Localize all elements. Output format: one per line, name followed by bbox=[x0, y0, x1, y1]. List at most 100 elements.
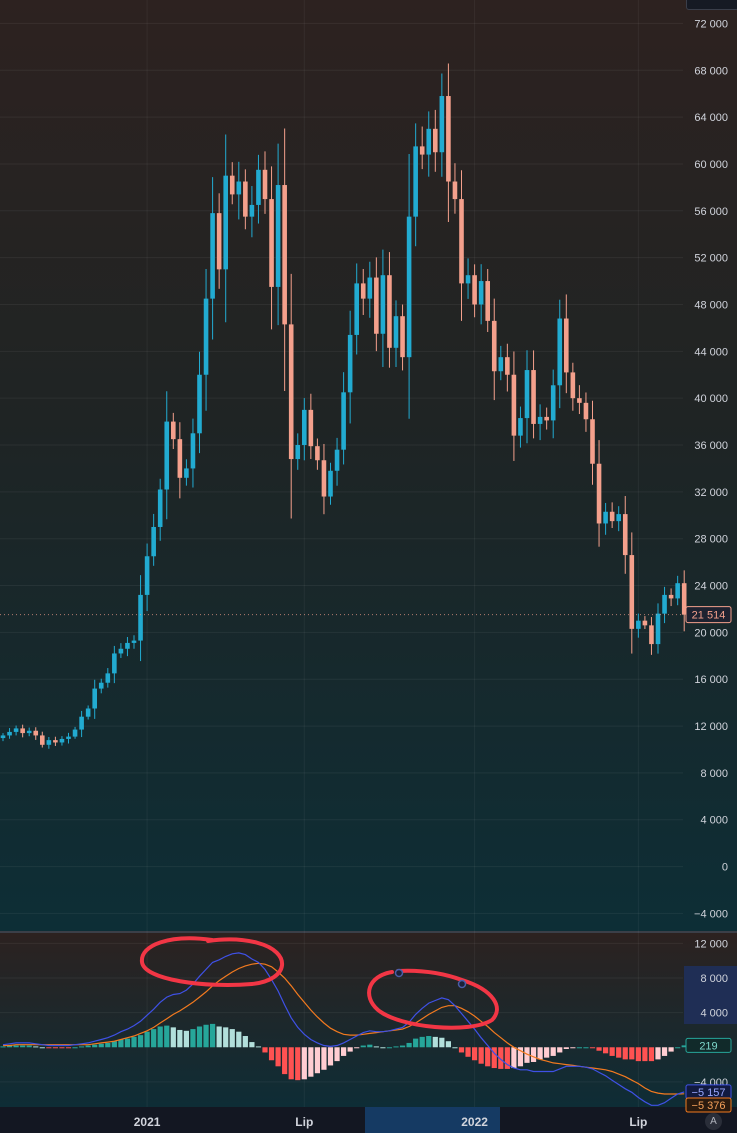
candle-body bbox=[465, 275, 471, 284]
y-tick-label: 8 000 bbox=[700, 768, 728, 780]
candle-body bbox=[216, 213, 222, 270]
histogram-bar bbox=[432, 1036, 438, 1048]
y-tick-label: 60 000 bbox=[694, 159, 728, 171]
candle-body bbox=[138, 594, 143, 641]
signal-value-label: −5 376 bbox=[692, 1100, 726, 1112]
candle-body bbox=[564, 318, 569, 373]
y-tick-label: 40 000 bbox=[694, 393, 728, 405]
candle-body bbox=[550, 385, 556, 421]
candle-body bbox=[92, 688, 97, 709]
last-price-badge bbox=[685, 606, 732, 624]
histogram-bar bbox=[33, 1046, 39, 1048]
histogram-bar bbox=[124, 1038, 131, 1048]
macd-histogram bbox=[0, 1023, 687, 1081]
y-tick-label: 16 000 bbox=[694, 674, 728, 686]
y-tick-label: 44 000 bbox=[694, 346, 728, 358]
last-price-label: 21 514 bbox=[692, 610, 726, 622]
candle-body bbox=[662, 594, 667, 614]
signal-line bbox=[3, 962, 685, 1095]
pane-separator[interactable] bbox=[0, 931, 737, 933]
histogram-value-label-badge bbox=[685, 1037, 732, 1053]
candle-body bbox=[308, 409, 314, 447]
y-tick-label: 4 000 bbox=[700, 815, 728, 827]
histogram-bar bbox=[511, 1047, 517, 1069]
y-tick-label: 12 000 bbox=[694, 721, 728, 733]
histogram-bar bbox=[196, 1026, 203, 1048]
histogram-bar bbox=[223, 1027, 229, 1048]
candle-body bbox=[328, 470, 333, 497]
histogram-bar bbox=[393, 1046, 399, 1048]
histogram-bar bbox=[485, 1047, 491, 1067]
histogram-bar bbox=[583, 1047, 589, 1049]
candle-body bbox=[603, 511, 608, 524]
histogram-bar bbox=[426, 1036, 432, 1048]
histogram-bar bbox=[668, 1047, 674, 1052]
histogram-bar bbox=[465, 1047, 471, 1057]
annotation-ellipse-2021[interactable] bbox=[139, 936, 285, 988]
candle-body bbox=[616, 514, 621, 522]
annotation-handle-left[interactable] bbox=[394, 968, 404, 978]
histogram-bar bbox=[275, 1047, 281, 1067]
histogram-bar bbox=[327, 1047, 334, 1066]
candle-body bbox=[491, 320, 497, 372]
candle-body bbox=[171, 421, 176, 440]
histogram-bar bbox=[92, 1044, 98, 1048]
histogram-bar bbox=[79, 1046, 85, 1048]
histogram-bar bbox=[655, 1047, 661, 1060]
histogram-bar bbox=[203, 1024, 209, 1048]
histogram-bar bbox=[603, 1047, 609, 1054]
annotation-ellipse-2022[interactable] bbox=[367, 968, 499, 1030]
auto-scale-button[interactable]: A bbox=[705, 1113, 722, 1130]
histogram-bar bbox=[537, 1047, 543, 1060]
candle-body bbox=[668, 594, 674, 599]
histogram-bar bbox=[557, 1047, 563, 1053]
candle-body bbox=[374, 277, 379, 334]
histogram-bar bbox=[609, 1047, 615, 1056]
candle-body bbox=[315, 446, 320, 461]
candle-body bbox=[524, 370, 530, 419]
candle-body bbox=[236, 181, 242, 195]
histogram-bar bbox=[170, 1027, 176, 1048]
candle-body bbox=[7, 731, 12, 736]
candle-body bbox=[72, 729, 78, 737]
candle-body bbox=[681, 583, 687, 615]
histogram-bar bbox=[98, 1043, 104, 1048]
histogram-bar bbox=[39, 1047, 45, 1049]
histogram-bar bbox=[439, 1037, 445, 1048]
candle-body bbox=[112, 653, 117, 674]
candle-body bbox=[164, 421, 170, 490]
candle-body bbox=[544, 416, 549, 421]
histogram-bar bbox=[59, 1047, 65, 1049]
candle-body bbox=[380, 275, 386, 334]
candle-body bbox=[177, 439, 183, 478]
macd-y-tick-label: 4 000 bbox=[700, 1008, 728, 1020]
histogram-bar bbox=[249, 1042, 255, 1048]
annotation-handle-right[interactable] bbox=[457, 979, 467, 989]
candle-body bbox=[40, 735, 45, 745]
candle-body bbox=[675, 583, 680, 599]
histogram-bar bbox=[406, 1042, 412, 1048]
candle-body bbox=[433, 128, 438, 153]
candle-body bbox=[590, 419, 595, 464]
candle-body bbox=[79, 716, 84, 730]
histogram-bar bbox=[295, 1047, 301, 1081]
y-tick-label: 32 000 bbox=[694, 487, 728, 499]
histogram-bar bbox=[321, 1047, 327, 1070]
histogram-bar bbox=[118, 1039, 124, 1048]
top-right-toolbar-button[interactable] bbox=[686, 0, 737, 10]
histogram-bar bbox=[629, 1047, 635, 1060]
histogram-bar bbox=[105, 1042, 111, 1048]
candle-body bbox=[184, 468, 189, 478]
candle-body bbox=[33, 730, 39, 736]
candle-body bbox=[629, 555, 635, 629]
main-pane-background bbox=[0, 0, 737, 931]
candle-body bbox=[66, 736, 71, 739]
candle-body bbox=[505, 357, 510, 375]
candle-body bbox=[53, 740, 58, 743]
histogram-bar bbox=[20, 1045, 26, 1048]
y-tick-label: 20 000 bbox=[694, 627, 728, 639]
candle-body bbox=[655, 613, 661, 645]
histogram-bar bbox=[648, 1047, 655, 1062]
